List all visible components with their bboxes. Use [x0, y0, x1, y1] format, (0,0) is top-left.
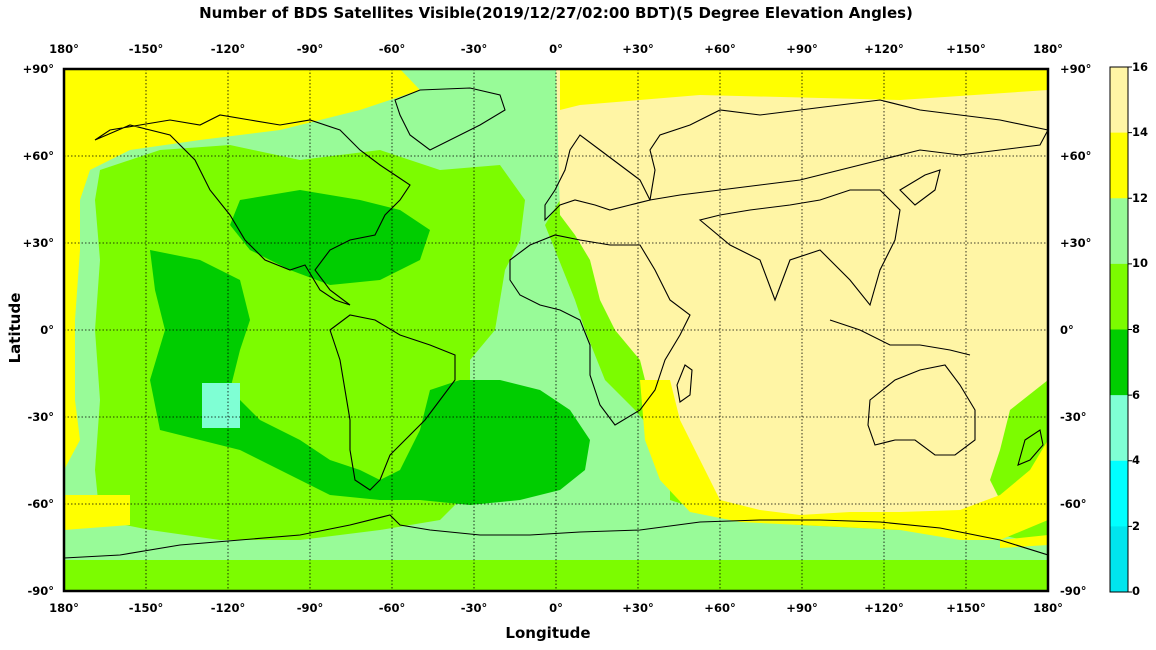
map-frame: [62, 67, 1050, 593]
colorbar-tick: 14: [1132, 125, 1149, 139]
x-tick-bottom: -90°: [296, 601, 324, 615]
region-12-14-east-edge: [560, 69, 1048, 110]
y-tick-left: -30°: [27, 410, 54, 424]
colorbar-segment: [1110, 395, 1128, 462]
map-title: Number of BDS Satellites Visible(2019/12…: [199, 4, 913, 22]
y-tick-right: 0°: [1060, 323, 1074, 337]
colorbar: [1109, 66, 1132, 593]
y-tick-right: -60°: [1060, 497, 1087, 511]
colorbar-segment: [1110, 132, 1128, 199]
x-tick-bottom: +150°: [946, 601, 986, 615]
y-tick-left: +30°: [22, 236, 54, 250]
graticule: [64, 69, 1048, 591]
colorbar-tick: 8: [1132, 322, 1141, 336]
y-tick-left: 0°: [40, 323, 54, 337]
colorbar-segment: [1110, 526, 1128, 593]
x-tick-top: +30°: [622, 42, 654, 56]
x-tick-bottom: -30°: [460, 601, 488, 615]
y-tick-right: +90°: [1060, 62, 1092, 76]
y-tick-right: -90°: [1060, 584, 1087, 598]
colorbar-tick: 4: [1132, 453, 1141, 467]
colorbar-tick: 12: [1132, 191, 1149, 205]
x-tick-bottom: -60°: [378, 601, 406, 615]
y-tick-right: +60°: [1060, 149, 1092, 163]
colorbar-segment: [1110, 263, 1128, 330]
x-tick-bottom: -150°: [128, 601, 164, 615]
colorbar-segment: [1110, 67, 1128, 134]
x-tick-top: 180°: [49, 42, 79, 56]
x-tick-top: -120°: [210, 42, 246, 56]
x-tick-bottom: 180°: [1033, 601, 1063, 615]
y-tick-left: -60°: [27, 497, 54, 511]
x-tick-bottom: 0°: [549, 601, 563, 615]
colorbar-segment: [1110, 460, 1128, 527]
colorbar-segment: [1110, 329, 1128, 396]
x-tick-top: +120°: [864, 42, 904, 56]
x-tick-bottom: -120°: [210, 601, 246, 615]
x-tick-top: +60°: [704, 42, 736, 56]
y-axis-title: Latitude: [6, 292, 24, 364]
region-12-14-southeast: [640, 380, 1048, 540]
y-tick-left: +90°: [22, 62, 54, 76]
x-tick-bottom: +120°: [864, 601, 904, 615]
colorbar-tick: 6: [1132, 388, 1141, 402]
x-tick-bottom: +30°: [622, 601, 654, 615]
coastlines: [64, 87, 1048, 559]
y-tick-right: -30°: [1060, 410, 1087, 424]
region-4-6-patch: [202, 383, 240, 428]
region-12-14-west-edge: [64, 69, 420, 470]
x-tick-bottom: 180°: [49, 601, 79, 615]
colorbar-tick: 0: [1132, 584, 1141, 598]
y-tick-right: +30°: [1060, 236, 1092, 250]
x-tick-top: -90°: [296, 42, 324, 56]
colorbar-segment: [1110, 198, 1128, 265]
region-6-8-pacific: [150, 250, 590, 505]
x-tick-bottom: +90°: [786, 601, 818, 615]
x-tick-top: -30°: [460, 42, 488, 56]
x-tick-bottom: +60°: [704, 601, 736, 615]
x-tick-top: 0°: [549, 42, 563, 56]
x-tick-top: +150°: [946, 42, 986, 56]
x-tick-top: -150°: [128, 42, 164, 56]
colorbar-tick: 10: [1132, 256, 1149, 270]
colorbar-tick: 16: [1132, 60, 1149, 74]
x-tick-top: -60°: [378, 42, 406, 56]
y-tick-left: +60°: [22, 149, 54, 163]
x-tick-top: +90°: [786, 42, 818, 56]
x-axis-title: Longitude: [505, 624, 591, 642]
x-tick-top: 180°: [1033, 42, 1063, 56]
region-6-8-north: [230, 190, 430, 285]
colorbar-tick: 2: [1132, 519, 1141, 533]
y-tick-left: -90°: [27, 584, 54, 598]
